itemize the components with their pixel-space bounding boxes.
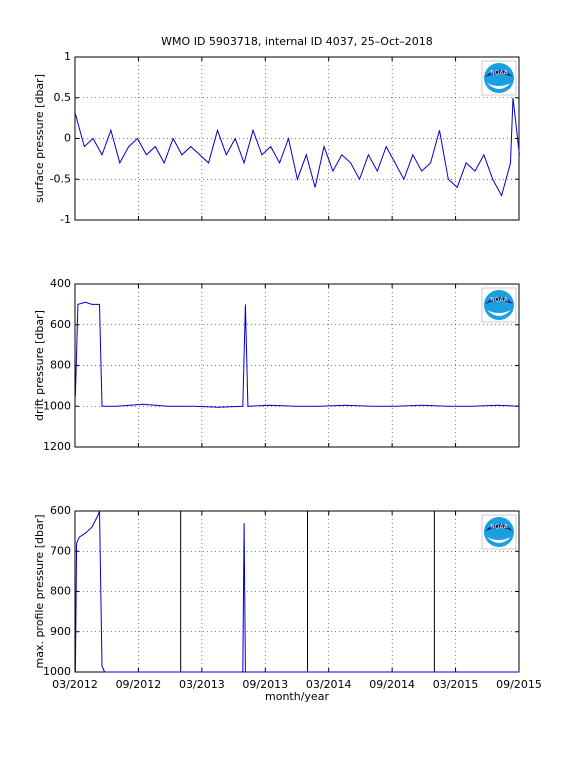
y-axis-label: surface pressure [dbar] bbox=[33, 74, 46, 203]
chart-title: WMO ID 5903718, internal ID 4037, 25–Oct… bbox=[161, 35, 433, 48]
logo-bird bbox=[485, 297, 513, 304]
y-tick-label: 900 bbox=[50, 625, 71, 638]
noaa-logo: NOAA bbox=[481, 287, 517, 323]
x-tick-label: 09/2014 bbox=[369, 678, 415, 691]
logo-text: NOAA bbox=[490, 524, 508, 531]
x-tick-label: 09/2015 bbox=[496, 678, 542, 691]
plot-area bbox=[74, 510, 520, 673]
y-tick-label: 800 bbox=[50, 359, 71, 372]
logo-bird bbox=[485, 524, 513, 531]
y-tick-label: 400 bbox=[50, 277, 71, 290]
logo-bird bbox=[485, 70, 513, 77]
noaa-logo: NOAA bbox=[481, 60, 517, 96]
y-axis-label: max. profile pressure [dbar] bbox=[33, 514, 46, 668]
x-tick-label: 09/2013 bbox=[242, 678, 288, 691]
y-tick-label: 1000 bbox=[43, 665, 71, 678]
data-line bbox=[74, 510, 520, 673]
logo-text: NOAA bbox=[490, 297, 508, 304]
data-line bbox=[74, 301, 520, 408]
noaa-logo: NOAA bbox=[481, 514, 517, 550]
data-line bbox=[74, 97, 520, 197]
x-axis-label: month/year bbox=[265, 690, 329, 703]
y-tick-label: 700 bbox=[50, 544, 71, 557]
x-tick-label: 03/2015 bbox=[433, 678, 479, 691]
plot-area bbox=[74, 283, 520, 448]
x-tick-label: 09/2012 bbox=[116, 678, 162, 691]
y-tick-label: -0.5 bbox=[50, 172, 71, 185]
plot-area bbox=[74, 56, 520, 221]
y-tick-label: 1000 bbox=[43, 399, 71, 412]
logo-text: NOAA bbox=[490, 70, 508, 77]
logo-wave bbox=[487, 310, 511, 316]
y-tick-label: 600 bbox=[50, 318, 71, 331]
logo-wave bbox=[487, 537, 511, 543]
x-tick-label: 03/2014 bbox=[306, 678, 352, 691]
x-tick-label: 03/2012 bbox=[52, 678, 98, 691]
y-tick-label: 0.5 bbox=[54, 91, 72, 104]
y-tick-label: 0 bbox=[64, 132, 71, 145]
x-tick-label: 03/2013 bbox=[179, 678, 225, 691]
y-tick-label: 1200 bbox=[43, 440, 71, 453]
logo-wave bbox=[487, 83, 511, 89]
y-tick-label: 1 bbox=[64, 50, 71, 63]
y-tick-label: -1 bbox=[60, 213, 71, 226]
y-tick-label: 600 bbox=[50, 504, 71, 517]
y-tick-label: 800 bbox=[50, 585, 71, 598]
y-axis-label: drift pressure [dbar] bbox=[33, 310, 46, 421]
